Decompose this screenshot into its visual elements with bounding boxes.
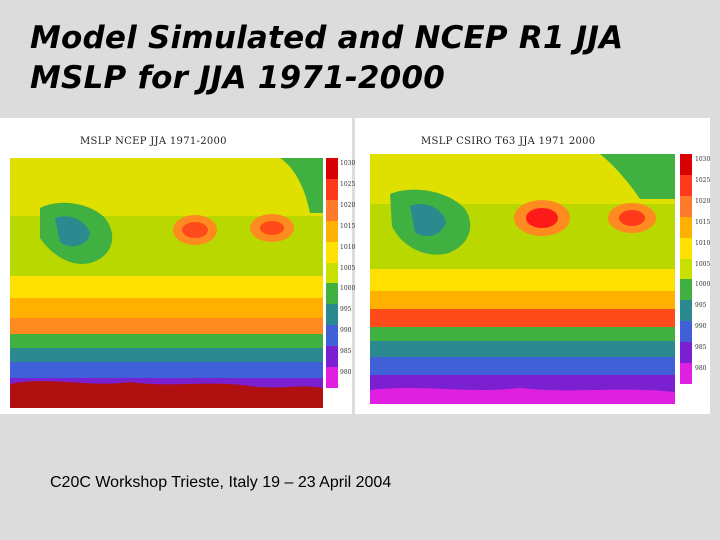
antarctica-shape (370, 388, 675, 404)
colorbar-swatch (680, 300, 692, 322)
north-atlantic-high-core (260, 221, 284, 235)
colorbar-swatch (680, 342, 692, 364)
csiro-map-title: MSLP CSIRO T63 JJA 1971 2000 (421, 136, 596, 147)
polar-low (280, 158, 323, 213)
workshop-footer: C20C Workshop Trieste, Italy 19 – 23 Apr… (50, 474, 392, 491)
colorbar-swatch (326, 178, 338, 200)
colorbar-swatch (326, 220, 338, 242)
csiro-map-panel: MSLP CSIRO T63 JJA 1971 2000 1030 1025 102… (355, 118, 710, 414)
ncep-map-panel: MSLP NCEP JJA 1971-2000 1030 1025 1020 1015… (0, 118, 356, 414)
slide-title-line-1: Model Simulated and NCEP R1 JJA (30, 20, 624, 56)
colorbar-swatch (326, 346, 338, 368)
subtropic-band (370, 269, 675, 291)
colorbar-label: 1015 (340, 222, 356, 230)
southern-high-band (10, 298, 323, 318)
colorbar-label: 1010 (340, 243, 356, 251)
colorbar-swatch (326, 304, 338, 326)
north-pacific-high-core (182, 222, 208, 238)
colorbar-swatch (326, 158, 338, 179)
colorbar-label: 1030 (695, 156, 711, 163)
colorbar-label: 1020 (695, 197, 711, 205)
colorbar-swatch (326, 241, 338, 263)
colorbar-label: 990 (695, 323, 707, 331)
slide-title-line-2: MSLP for JJA 1971-2000 (30, 60, 445, 96)
colorbar-swatch (680, 321, 692, 343)
colorbar-label: 985 (340, 348, 352, 356)
colorbar-swatch (326, 199, 338, 221)
antarctic-trough-band (370, 357, 675, 375)
colorbar-swatch (680, 195, 692, 217)
colorbar-swatch (326, 325, 338, 347)
southern-low-band (370, 327, 675, 341)
circumpolar-band (370, 341, 675, 357)
colorbar-label: 995 (695, 302, 707, 310)
colorbar-swatch (680, 258, 692, 280)
polar-low (600, 154, 675, 199)
csiro-colorbar (680, 154, 692, 384)
southern-mid-band (10, 318, 323, 334)
antarctica-shape (10, 381, 323, 408)
csiro-mslp-map (370, 154, 675, 404)
slide-title: Model Simulated and NCEP R1 JJA MSLP for… (30, 18, 714, 98)
southern-low-band (10, 334, 323, 348)
colorbar-label: 1025 (695, 176, 711, 184)
colorbar-swatch (326, 283, 338, 305)
subtropic-band (10, 276, 323, 298)
southern-high-band (370, 291, 675, 309)
colorbar-label: 1005 (695, 260, 711, 268)
colorbar-label: 1025 (340, 180, 356, 188)
asian-low-core (410, 203, 446, 237)
colorbar-label: 1020 (340, 201, 356, 209)
colorbar-label: 995 (340, 306, 352, 314)
colorbar-swatch (326, 262, 338, 284)
colorbar-swatch (680, 154, 692, 175)
colorbar-label: 1015 (695, 218, 711, 226)
colorbar-label: 1005 (340, 264, 356, 272)
colorbar-swatch (326, 367, 338, 388)
colorbar-label: 1010 (695, 239, 711, 247)
colorbar-swatch (680, 363, 692, 384)
colorbar-label: 1000 (695, 281, 711, 289)
colorbar-label: 990 (340, 327, 352, 335)
colorbar-swatch (680, 174, 692, 196)
antarctic-trough-band (10, 362, 323, 378)
colorbar-label: 980 (340, 369, 352, 377)
colorbar-swatch (680, 237, 692, 259)
ncep-map-title: MSLP NCEP JJA 1971-2000 (80, 136, 227, 147)
circumpolar-band (10, 348, 323, 362)
ncep-colorbar (326, 158, 338, 388)
colorbar-label: 985 (695, 344, 707, 352)
north-pacific-high-core (526, 208, 558, 228)
southern-mid-band (370, 309, 675, 327)
north-atlantic-high-core (619, 210, 645, 226)
colorbar-label: 980 (695, 365, 707, 373)
colorbar-label: 1030 (340, 160, 356, 167)
asian-low-core (55, 216, 90, 247)
colorbar-label: 1000 (340, 285, 356, 293)
colorbar-swatch (680, 279, 692, 301)
colorbar-swatch (680, 216, 692, 238)
ncep-mslp-map (10, 158, 323, 408)
